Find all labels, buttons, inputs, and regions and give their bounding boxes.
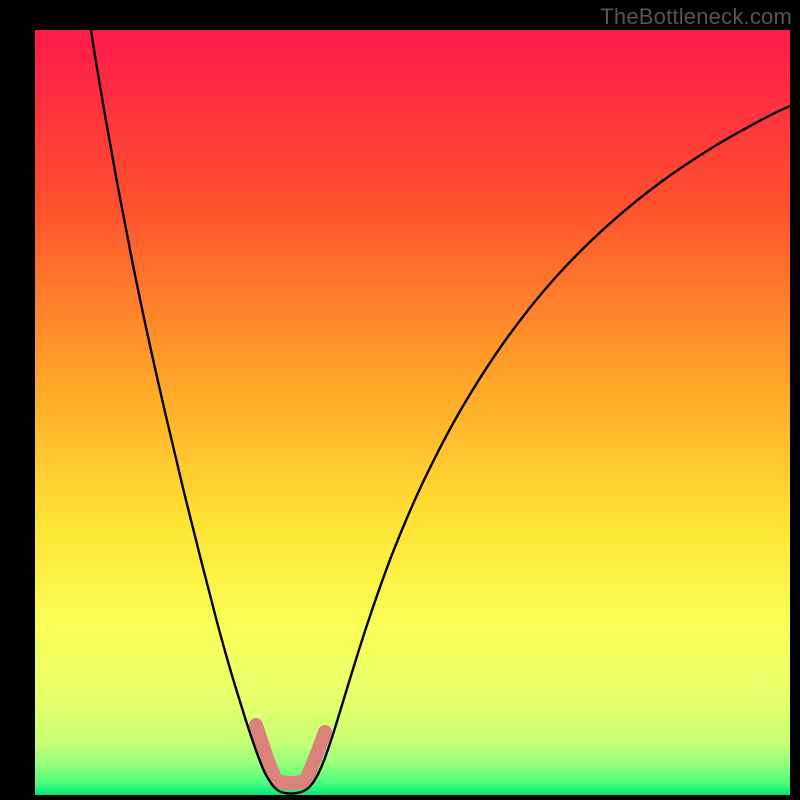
chart-container: TheBottleneck.com xyxy=(0,0,800,800)
curve-overlay xyxy=(0,0,800,800)
v-curve xyxy=(91,30,790,794)
accent-segment xyxy=(256,725,275,778)
accent-segment xyxy=(276,781,302,783)
watermark-label: TheBottleneck.com xyxy=(600,4,792,30)
accent-segment xyxy=(307,732,325,778)
